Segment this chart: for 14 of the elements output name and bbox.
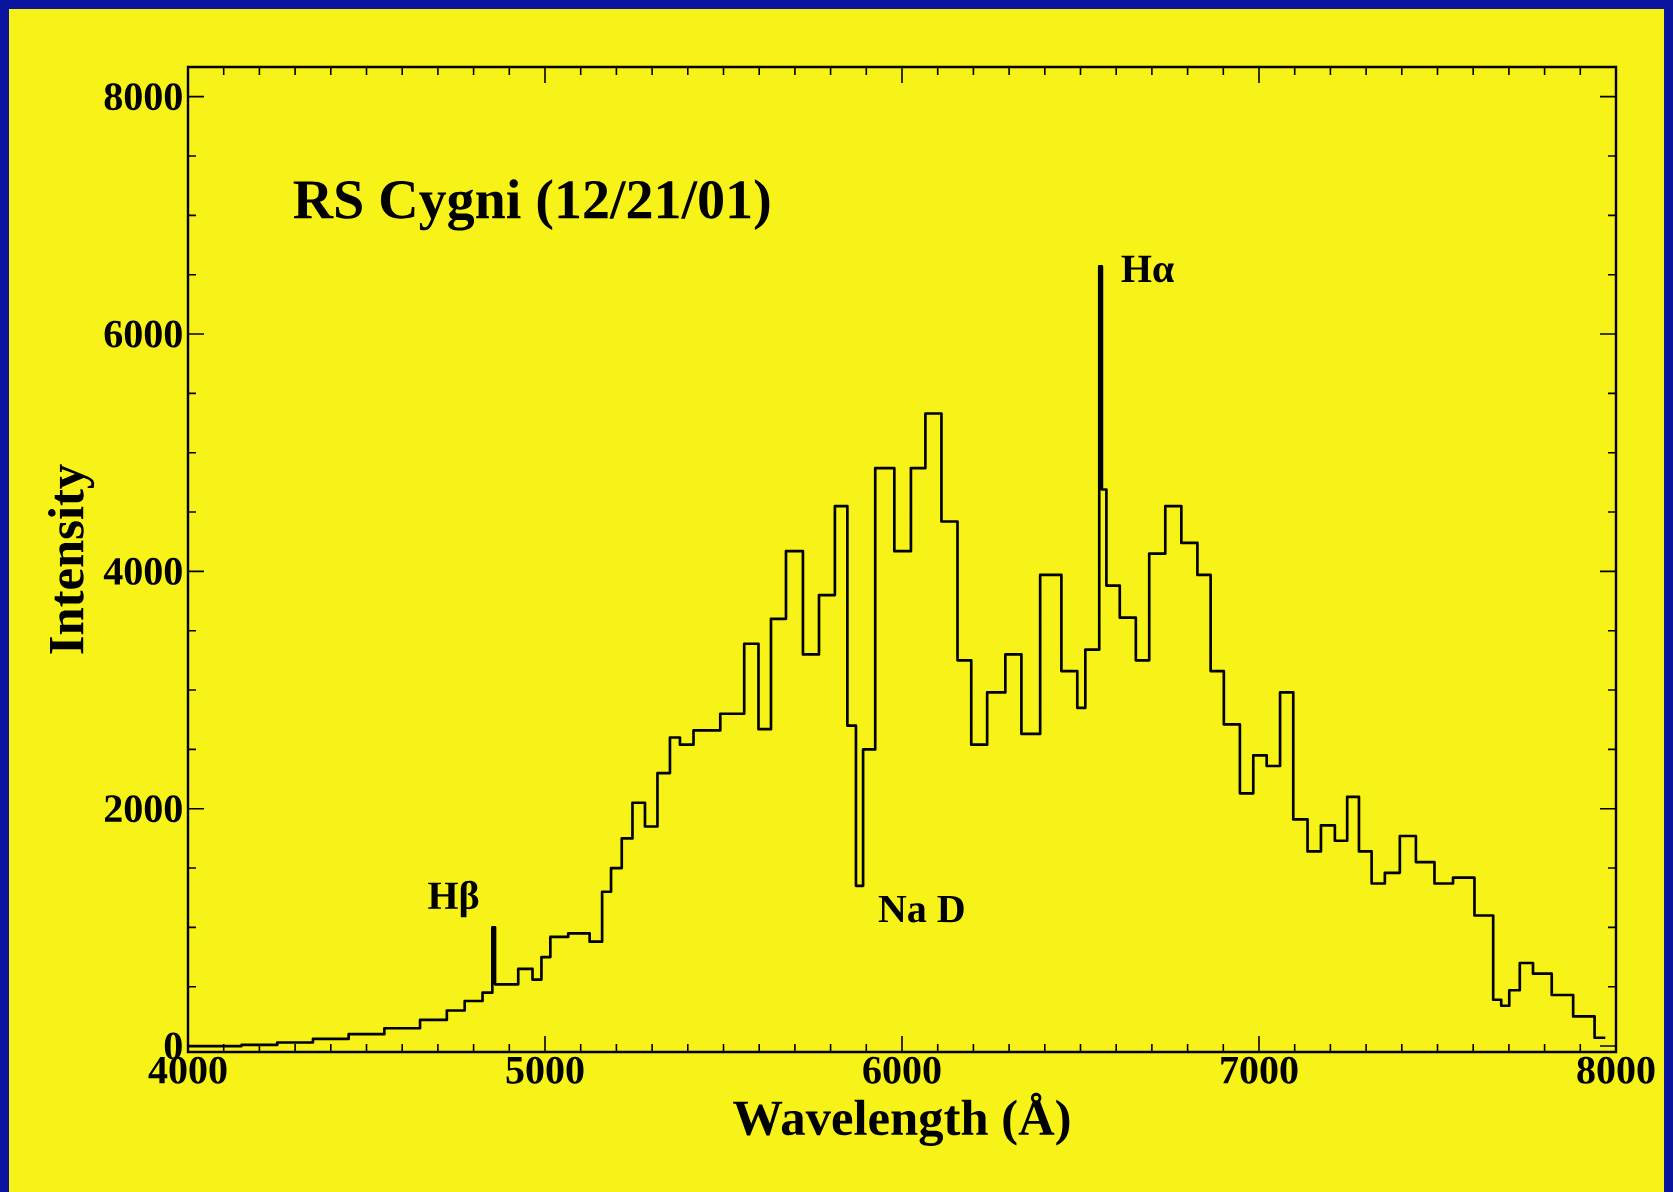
x-tick-label: 6000 bbox=[863, 1056, 941, 1084]
y-axis-title: Intensity bbox=[48, 464, 95, 654]
text: RS Cygni (12/21/01) bbox=[293, 179, 770, 231]
y-tick-label: 2000 bbox=[104, 795, 182, 823]
x-axis-title: Wavelength (Å) bbox=[733, 1092, 1070, 1146]
y-tick-label: 6000 bbox=[104, 320, 182, 348]
annotation: Na D bbox=[878, 895, 964, 923]
y-tick-label: 8000 bbox=[104, 83, 182, 111]
annotation: Hβ bbox=[428, 880, 479, 918]
x-tick-label: 7000 bbox=[1221, 1056, 1298, 1084]
x-tick-label: 5000 bbox=[506, 1056, 584, 1084]
annotation: Hα bbox=[1121, 255, 1174, 283]
x-tick-label: 8000 bbox=[1577, 1056, 1655, 1084]
y-tick-label: 4000 bbox=[103, 557, 182, 585]
